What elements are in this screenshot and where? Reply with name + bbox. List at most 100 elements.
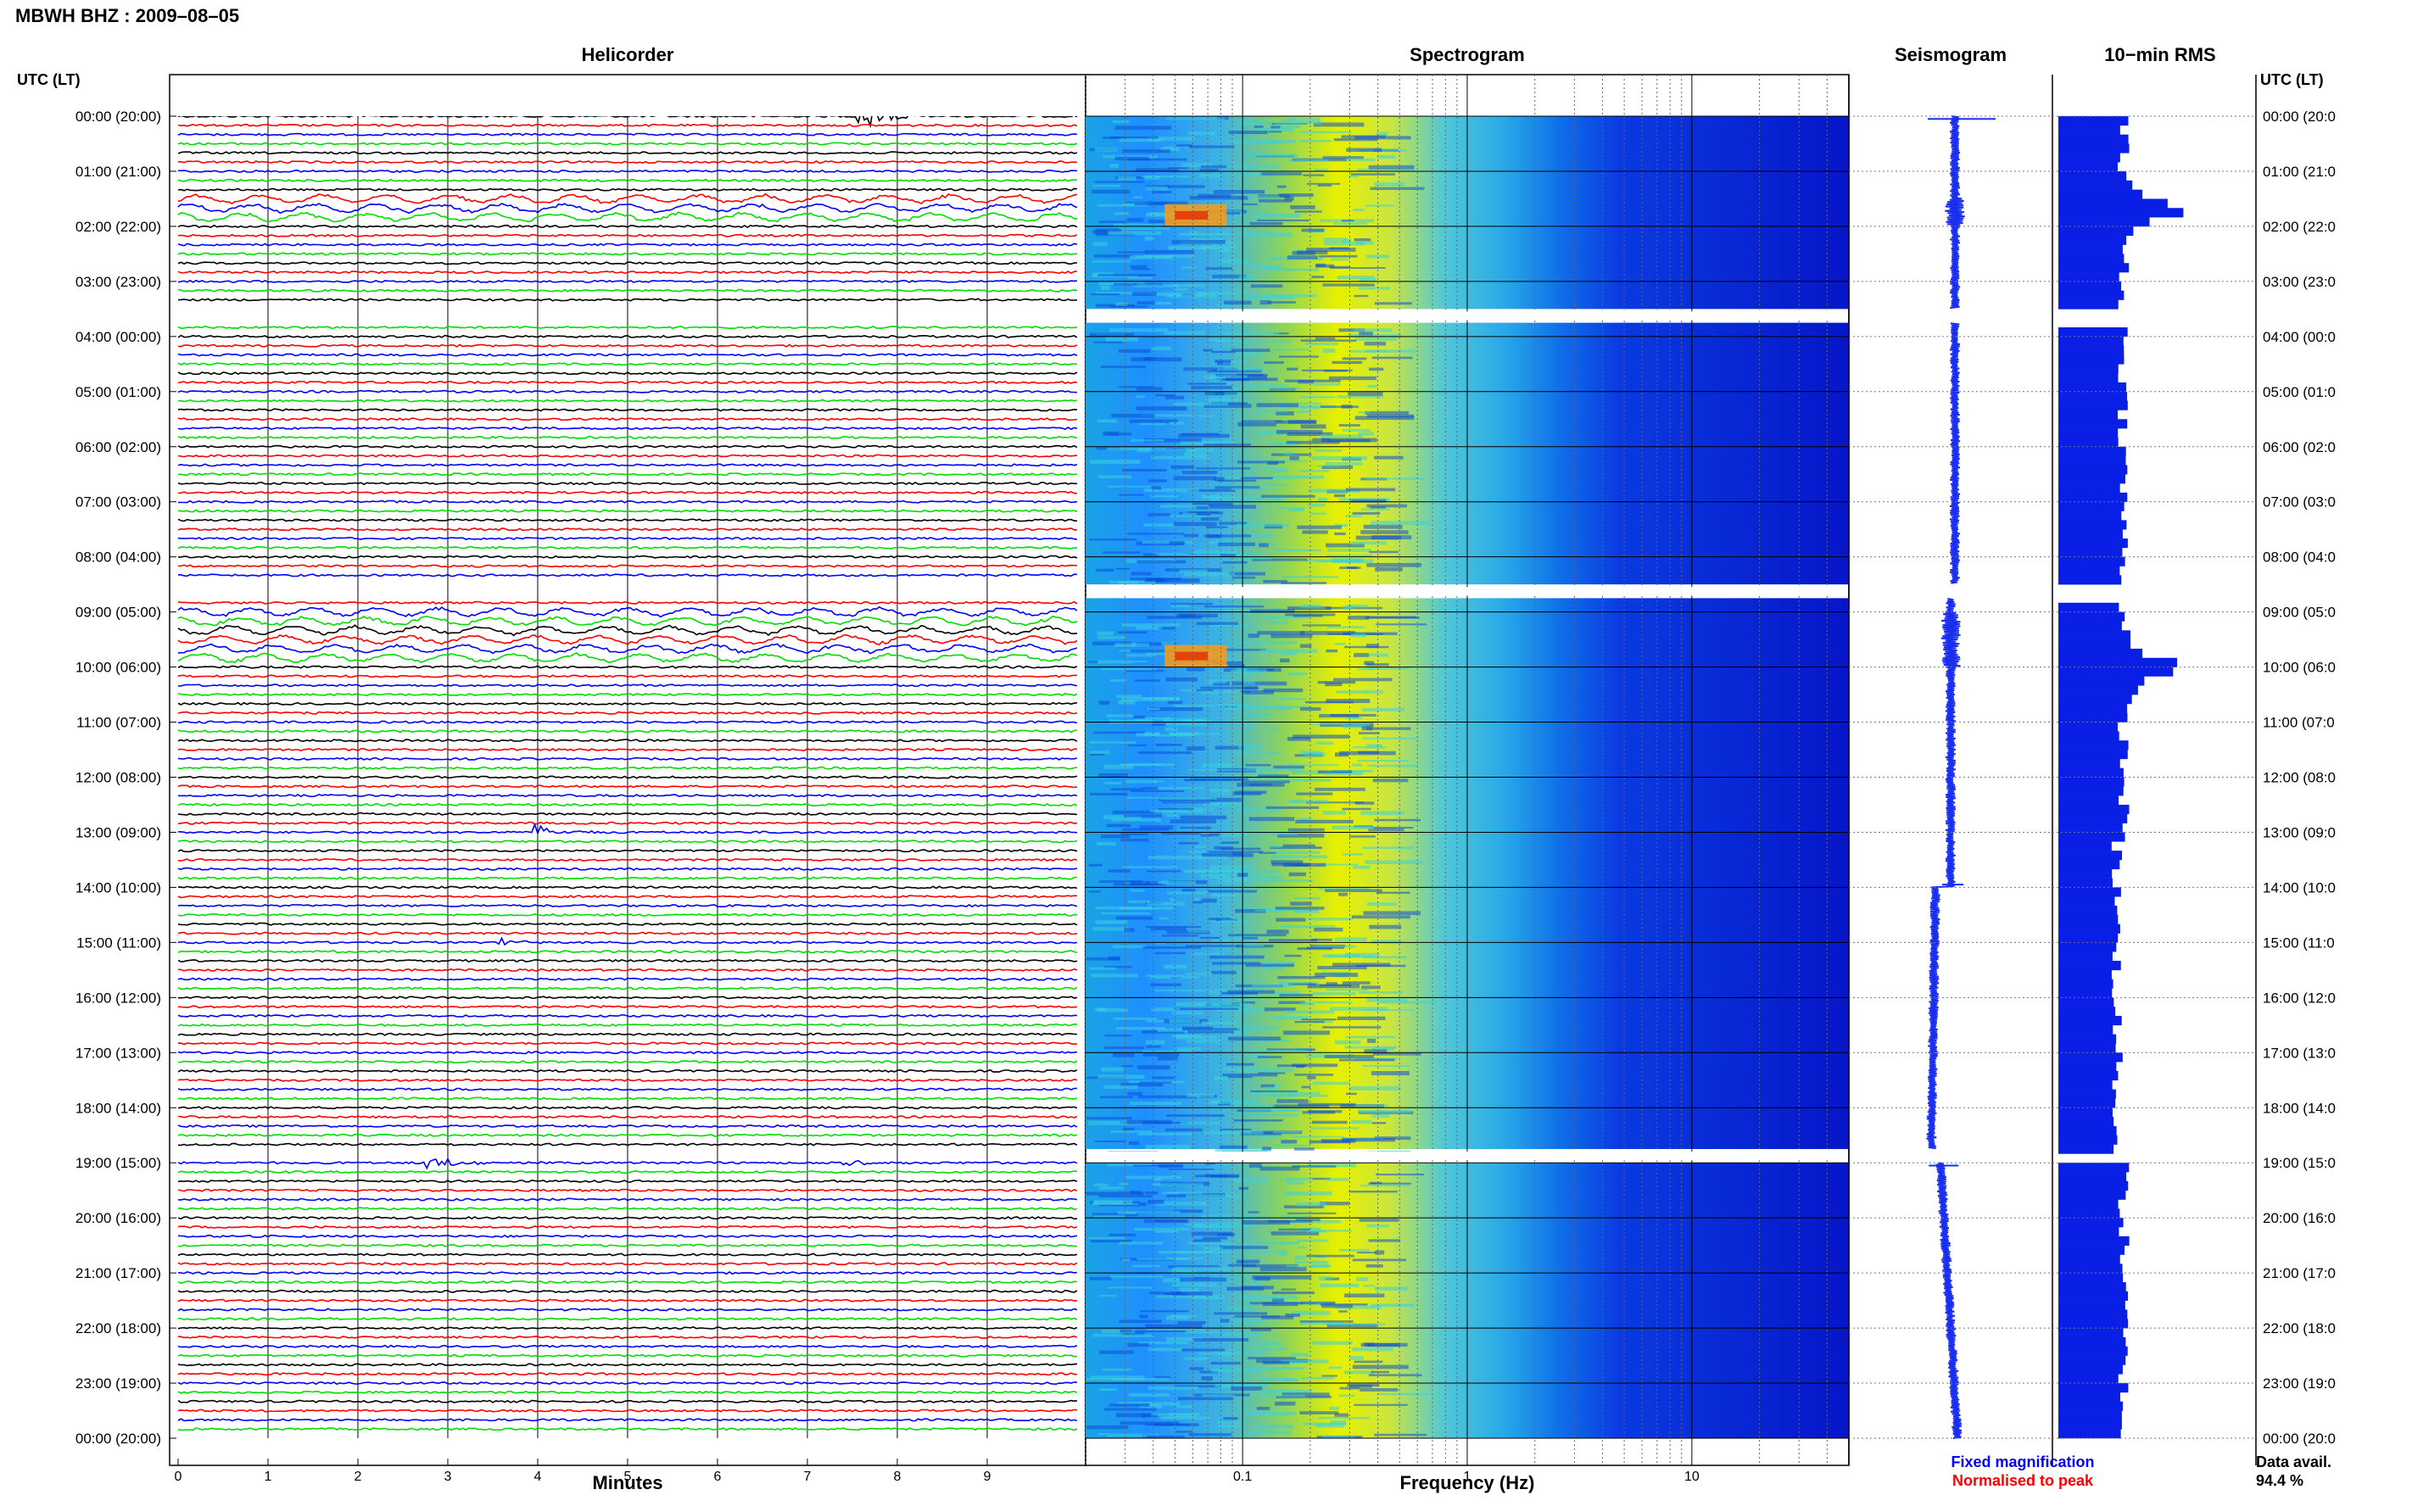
spectrogram-streak	[1115, 916, 1153, 920]
spectrogram-streak	[1127, 1342, 1149, 1347]
spectrogram-xlabel: Frequency (Hz)	[1400, 1472, 1535, 1493]
spectrogram-hotspot-core	[1175, 651, 1209, 661]
spectrogram-streak	[1240, 557, 1272, 560]
minute-tick-label: 7	[804, 1470, 812, 1484]
spectrogram-streak	[1217, 834, 1250, 837]
helicorder-trace	[177, 1023, 1078, 1027]
spectrogram-streak	[1121, 1258, 1131, 1262]
spectrogram-streak	[1292, 1165, 1337, 1168]
spectrogram-streak	[1186, 1030, 1235, 1034]
helicorder-trace	[177, 1188, 1078, 1192]
spectrogram-streak	[1270, 851, 1320, 855]
spectrogram-streak	[1092, 242, 1108, 246]
spectrogram-streak	[1152, 723, 1166, 726]
spectrogram-streak	[1284, 452, 1293, 455]
spectrogram-streak	[1267, 497, 1286, 501]
spectrogram-streak	[1234, 1315, 1280, 1318]
spectrogram-streak	[1215, 340, 1268, 343]
rms-bar	[2058, 170, 2127, 181]
rms-bar	[2058, 630, 2131, 640]
helicorder-trace	[177, 711, 1078, 715]
spectrogram-streak	[1329, 1007, 1388, 1012]
spectrogram-streak	[1134, 717, 1171, 721]
spectrogram-streak	[1293, 614, 1323, 617]
spectrogram-streak	[1104, 1408, 1157, 1411]
spectrogram-streak	[1360, 530, 1409, 534]
helicorder-trace	[177, 936, 1078, 946]
spectrogram-streak	[1123, 814, 1167, 817]
helicorder-trace	[177, 986, 1078, 990]
frequency-tick-label: 0.1	[1233, 1470, 1252, 1484]
spectrogram-streak	[1088, 660, 1098, 664]
spectrogram-streak	[1209, 789, 1231, 793]
spectrogram-streak	[1371, 1370, 1389, 1374]
spectrogram-streak	[1098, 700, 1109, 706]
spectrogram-streak	[1357, 667, 1375, 671]
rms-bar	[2058, 712, 2128, 723]
spectrogram-streak	[1326, 988, 1369, 991]
spectrogram-streak	[1203, 1236, 1227, 1240]
spectrogram-streak	[1256, 127, 1293, 132]
spectrogram-streak	[1281, 1288, 1296, 1291]
spectrogram-streak	[1209, 990, 1219, 995]
helicorder-trace	[177, 564, 1078, 568]
spectrogram-streak	[1315, 787, 1365, 791]
spectrogram-streak	[1247, 195, 1280, 198]
helicorder-trace	[177, 545, 1078, 550]
spectrogram-streak	[1093, 1214, 1125, 1219]
spectrogram-streak	[1150, 927, 1186, 931]
spectrogram-streak	[1322, 156, 1364, 159]
spectrogram-streak	[1145, 1145, 1192, 1149]
spectrogram-streak	[1196, 622, 1239, 626]
spectrogram-streak	[1302, 624, 1341, 627]
rms-bar	[2058, 162, 2119, 172]
spectrogram-streak	[1122, 828, 1170, 831]
helicorder-trace	[177, 1326, 1078, 1331]
spectrogram-streak	[1218, 1353, 1238, 1357]
spectrogram-streak	[1221, 332, 1280, 335]
spectrogram-streak	[1232, 751, 1280, 754]
spectrogram-streak	[1113, 120, 1130, 124]
spectrogram-streak	[1358, 287, 1390, 290]
helicorder-trace	[177, 518, 1078, 522]
spectrogram-streak	[1142, 1050, 1194, 1053]
spectrogram-streak	[1365, 860, 1423, 864]
rms-bar	[2058, 988, 2113, 998]
spectrogram-streak	[1256, 219, 1309, 222]
spectrogram-streak	[1098, 1195, 1153, 1197]
hour-label-right: 15:00 (11:0	[2263, 935, 2335, 951]
spectrogram-streak	[1272, 1016, 1309, 1020]
spectrogram-streak	[1362, 1064, 1411, 1068]
spectrogram-streak	[1298, 1246, 1308, 1249]
spectrogram-streak	[1166, 1191, 1203, 1195]
spectrogram-streak	[1249, 609, 1295, 613]
spectrogram-streak	[1330, 1420, 1347, 1425]
rms-bar	[2058, 750, 2128, 760]
rms-bar	[2058, 951, 2113, 962]
spectrogram-streak	[1343, 1370, 1375, 1375]
spectrogram-streak	[1209, 851, 1264, 853]
rms-bar	[2058, 327, 2128, 338]
spectrogram-streak	[1176, 1001, 1233, 1005]
spectrogram-streak	[1089, 1236, 1126, 1240]
spectrogram-streak	[1286, 440, 1340, 444]
spectrogram-streak	[1338, 1310, 1348, 1313]
spectrogram-streak	[1301, 228, 1325, 232]
helicorder-trace	[177, 950, 1078, 954]
helicorder-trace	[177, 693, 1078, 697]
spectrogram-streak	[1311, 723, 1370, 725]
spectrogram-streak	[1213, 921, 1225, 923]
spectrogram-streak	[1198, 193, 1231, 198]
spectrogram-streak	[1369, 653, 1389, 657]
spectrogram-streak	[1165, 723, 1208, 727]
rms-bar	[2058, 722, 2119, 732]
rms-bar	[2058, 538, 2128, 549]
rms-bar	[2058, 483, 2120, 494]
spectrogram-streak	[1298, 380, 1315, 384]
helicorder-panel	[169, 74, 1086, 1466]
spectrogram-streak	[1100, 285, 1110, 290]
spectrogram-streak	[1088, 741, 1136, 744]
spectrogram-streak	[1309, 512, 1326, 515]
spectrogram-streak	[1355, 338, 1398, 341]
spectrogram-streak	[1354, 653, 1369, 657]
